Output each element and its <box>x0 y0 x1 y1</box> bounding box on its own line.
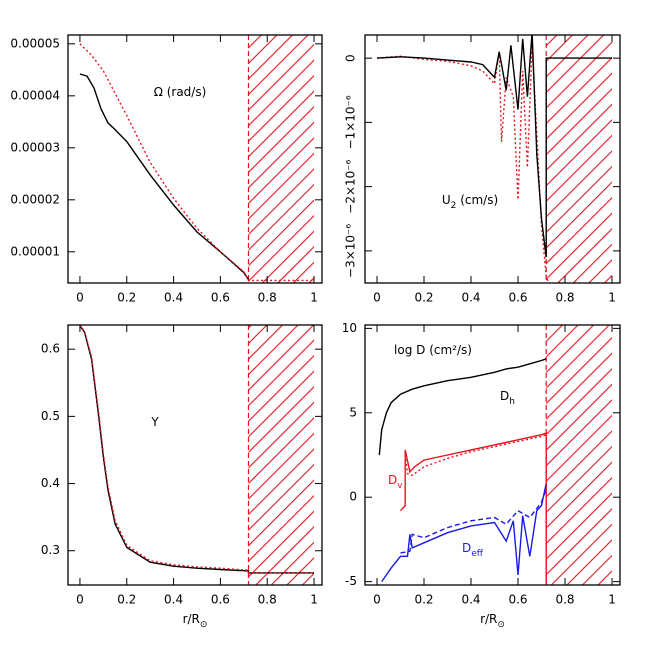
x-tick-label: 0.2 <box>414 593 433 607</box>
y-tick-label: 0.6 <box>41 342 60 356</box>
hatched-region <box>546 35 613 283</box>
x-tick-label: 0.6 <box>508 291 527 305</box>
x-axis-label: r/R⊙ <box>183 612 208 630</box>
x-tick-label: 0.2 <box>117 593 136 607</box>
panel-title: log D (cm²/s) <box>394 343 472 357</box>
y-tick-label: 5 <box>349 405 357 419</box>
y-tick-label: 0.00004 <box>10 88 60 102</box>
y-tick-label: 0.3 <box>41 543 60 557</box>
x-axis-label-part: ⊙ <box>497 620 505 630</box>
x-tick-label: 0.8 <box>555 593 574 607</box>
panel-title: Y <box>150 415 159 429</box>
panel-title-part: 2 <box>451 201 457 211</box>
data-line <box>400 488 547 554</box>
x-tick-label: 0.6 <box>508 593 527 607</box>
x-tick-label: 0 <box>76 291 84 305</box>
y-tick-label: −1×10⁻⁶ <box>344 95 358 149</box>
x-tick-label: 0 <box>76 593 84 607</box>
data-line <box>376 35 612 258</box>
curve-label-part: D <box>500 389 509 403</box>
x-tick-label: 0.8 <box>555 291 574 305</box>
x-tick-label: 1 <box>608 593 616 607</box>
plot-frame <box>67 34 323 284</box>
y-tick-label: 10 <box>342 321 357 335</box>
curve-label: Deff <box>462 541 484 559</box>
panel-title-part: (cm/s) <box>456 193 498 207</box>
y-tick-label: 0 <box>344 54 358 62</box>
y-tick-label: −2×10⁻⁶ <box>344 159 358 213</box>
x-tick-label: 0.4 <box>164 291 183 305</box>
curve-label-sub: h <box>509 397 515 407</box>
curve-label: Dh <box>500 389 515 407</box>
x-tick-label: 0.4 <box>461 593 480 607</box>
panel-title: U2 (cm/s) <box>442 193 498 211</box>
x-tick-label: 0.4 <box>164 593 183 607</box>
x-tick-label: 0 <box>373 291 381 305</box>
x-tick-label: 0.8 <box>258 593 277 607</box>
data-line <box>381 483 547 582</box>
plot-frame <box>67 324 323 586</box>
data-line <box>79 43 314 282</box>
x-tick-label: 0 <box>373 593 381 607</box>
x-tick-label: 0.2 <box>414 291 433 305</box>
curve-label-sub: v <box>397 481 403 491</box>
data-line <box>79 73 250 280</box>
hatched-region <box>546 325 613 585</box>
x-axis-label-part: r/R <box>183 612 200 626</box>
y-tick-label: -5 <box>345 574 357 588</box>
data-line <box>399 432 547 585</box>
y-tick-label: 0.5 <box>41 409 60 423</box>
curve-label: Dv <box>388 473 403 491</box>
x-tick-label: 1 <box>310 593 318 607</box>
y-tick-label: 0.00002 <box>10 192 60 206</box>
data-line <box>404 434 547 477</box>
y-tick-label: 0 <box>349 490 357 504</box>
x-tick-label: 0.2 <box>117 291 136 305</box>
y-tick-label: 0.00001 <box>10 244 60 258</box>
panel-title: Ω (rad/s) <box>154 85 207 99</box>
x-tick-label: 0.4 <box>461 291 480 305</box>
panel-title-part: Y <box>150 415 159 429</box>
y-tick-label: −3×10⁻⁶ <box>344 224 358 278</box>
y-tick-label: 0.00003 <box>10 140 60 154</box>
x-tick-label: 1 <box>310 291 318 305</box>
plot-frame <box>364 324 621 586</box>
curve-label-part: D <box>462 541 471 555</box>
hatched-region <box>248 35 315 283</box>
x-axis-label-part: r/R <box>480 612 497 626</box>
data-line <box>376 45 550 283</box>
x-tick-label: 0.8 <box>258 291 277 305</box>
x-axis-label: r/R⊙ <box>480 612 505 630</box>
curve-label-part: D <box>388 473 397 487</box>
panel-title-part: log D (cm²/s) <box>394 343 472 357</box>
x-axis-label-part: ⊙ <box>200 620 208 630</box>
y-tick-label: 0.00005 <box>10 36 60 50</box>
x-tick-label: 0.6 <box>211 291 230 305</box>
panel-title-part: U <box>442 193 451 207</box>
x-tick-label: 1 <box>608 291 616 305</box>
panel-title-part: Ω (rad/s) <box>154 85 207 99</box>
x-tick-label: 0.6 <box>211 593 230 607</box>
plot-frame <box>364 34 621 284</box>
y-tick-label: 0.4 <box>41 476 60 490</box>
data-line <box>378 358 547 456</box>
hatched-region <box>248 325 315 585</box>
curve-label-sub: eff <box>471 549 484 559</box>
